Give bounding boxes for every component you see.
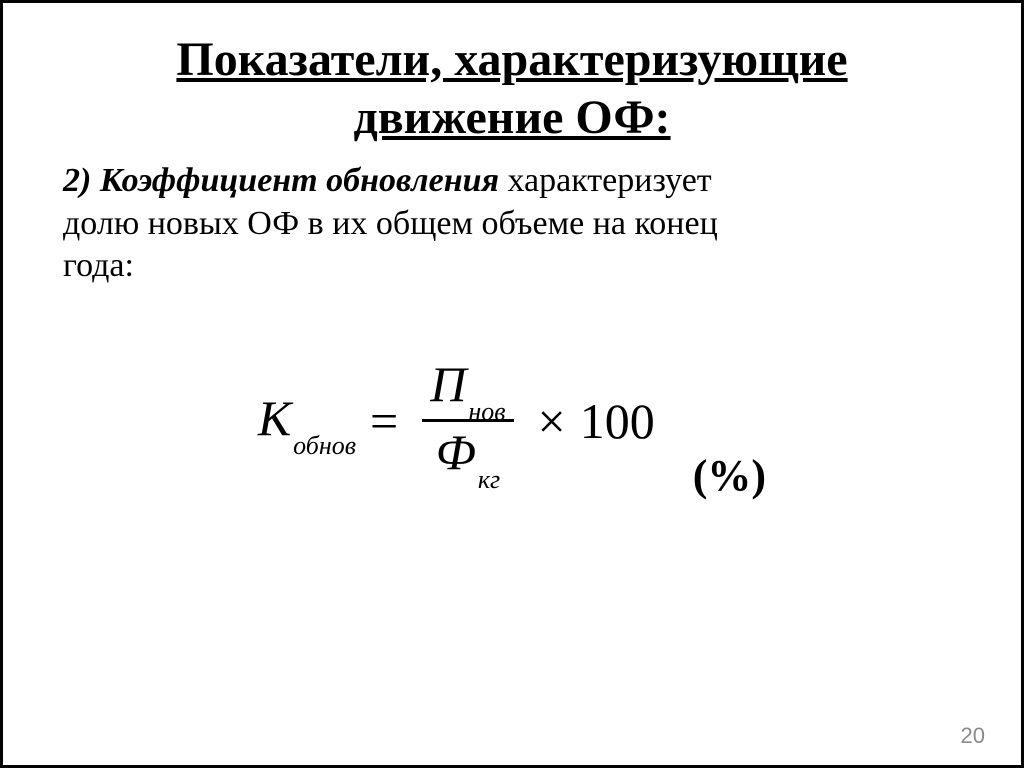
term: Коэффициент обновления [100, 162, 499, 199]
body-paragraph: 2) Коэффициент обновления характеризует … [51, 160, 973, 288]
body-line-3: года: [63, 247, 134, 284]
body-line-2: долю новых ОФ в их общем объеме на конец [63, 205, 718, 242]
slide-frame: Показатели, характеризующие движение ОФ:… [0, 0, 1024, 768]
slide-title: Показатели, характеризующие движение ОФ: [51, 31, 973, 146]
formula: Кобнов = Пнов Фкг × 100 (%) [51, 358, 973, 486]
percent-unit: (%) [693, 450, 766, 501]
numerator: Пнов [420, 358, 515, 419]
den-var: Ф [436, 424, 476, 480]
num-var: П [430, 356, 466, 412]
lhs-var: К [258, 390, 291, 446]
equals-sign: = [370, 392, 398, 450]
lhs-sub: обнов [293, 431, 356, 460]
times-sign: × [538, 392, 566, 450]
page-number: 20 [961, 723, 985, 749]
list-number: 2) [63, 162, 100, 199]
body-rest-1: характеризует [499, 162, 712, 199]
fraction: Пнов Фкг [420, 358, 515, 486]
den-sub: кг [478, 465, 500, 494]
unit-wrap: (%) [669, 361, 766, 481]
formula-lhs: Кобнов [258, 389, 356, 453]
title-line-2: движение ОФ: [353, 91, 670, 144]
title-line-1: Показатели, характеризующие [176, 33, 847, 86]
num-sub: нов [468, 397, 505, 426]
denominator: Фкг [422, 419, 515, 485]
hundred: 100 [580, 392, 655, 450]
